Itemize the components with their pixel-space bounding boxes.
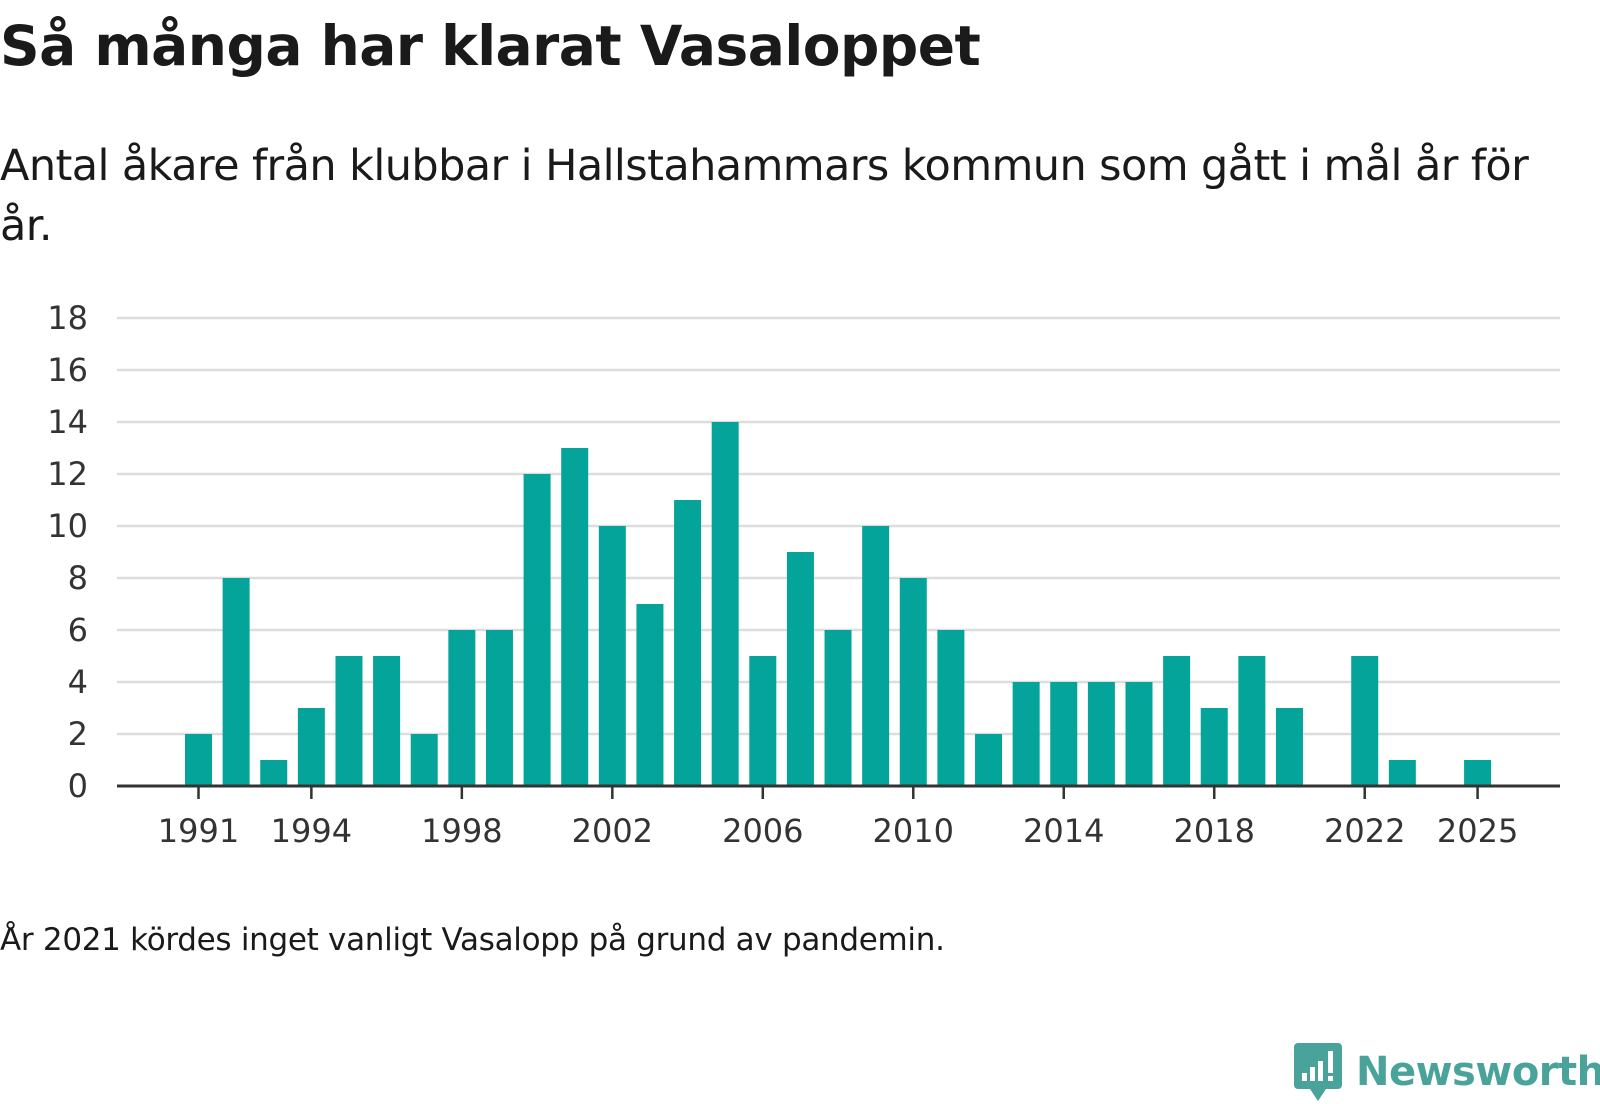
bar-2008 [824, 630, 852, 786]
bar-1992 [222, 578, 250, 786]
bar-2018 [1200, 708, 1228, 786]
bar-2010 [899, 578, 927, 786]
bar-2012 [975, 734, 1003, 786]
y-tick-label: 10 [47, 507, 88, 545]
x-tick-label: 2006 [722, 812, 803, 850]
bar-1997 [410, 734, 438, 786]
y-tick-label: 16 [47, 351, 88, 389]
x-tick-label: 1991 [158, 812, 239, 850]
bars [185, 422, 1492, 786]
bar-2005 [711, 422, 739, 786]
bar-2022 [1351, 656, 1379, 786]
bar-2002 [598, 526, 626, 786]
bar-2003 [636, 604, 664, 786]
x-tick-label: 2014 [1023, 812, 1104, 850]
y-tick-label: 6 [68, 611, 88, 649]
bar-2020 [1275, 708, 1303, 786]
chart-subtitle: Antal åkare från klubbar i Hallstahammar… [0, 141, 1529, 251]
bar-2017 [1163, 656, 1191, 786]
bar-2006 [749, 656, 777, 786]
x-tick-label: 2002 [572, 812, 653, 850]
x-tick-label: 2010 [873, 812, 954, 850]
y-tick-label: 14 [47, 403, 88, 441]
newsworthy-logo-icon [1294, 1043, 1342, 1101]
y-tick-label: 4 [68, 663, 88, 701]
bar-2025 [1464, 760, 1492, 786]
bar-chart: 0 2 4 6 8 10 12 14 16 18 1991 1994 1998 2002 2006 2010… [47, 299, 1560, 850]
x-axis: 1991 1994 1998 2002 2006 2010 2014 2018 2022 2025 [117, 784, 1560, 850]
y-axis-labels: 0 2 4 6 8 10 12 14 16 18 [47, 299, 88, 805]
bar-2023 [1388, 760, 1416, 786]
bar-2004 [674, 500, 702, 786]
bar-2001 [561, 448, 589, 786]
newsworthy-logo-text: Newsworthy [1356, 1049, 1600, 1095]
x-tick-label: 2025 [1437, 812, 1518, 850]
newsworthy-logo: Newsworthy [1292, 1040, 1600, 1104]
bar-1995 [335, 656, 363, 786]
x-tick-label: 1998 [421, 812, 502, 850]
bar-2007 [786, 552, 814, 786]
y-tick-label: 0 [68, 767, 88, 805]
footnote: År 2021 kördes inget vanligt Vasalopp på… [0, 922, 945, 958]
bar-2009 [862, 526, 890, 786]
y-tick-label: 8 [68, 559, 88, 597]
y-tick-label: 2 [68, 715, 88, 753]
bar-2014 [1050, 682, 1078, 786]
chart-title: Så många har klarat Vasaloppet [0, 14, 981, 78]
bar-2011 [937, 630, 965, 786]
bar-2019 [1238, 656, 1266, 786]
y-tick-label: 12 [47, 455, 88, 493]
bar-1993 [260, 760, 288, 786]
x-tick-label: 2018 [1174, 812, 1255, 850]
bar-2013 [1012, 682, 1040, 786]
bar-1994 [297, 708, 325, 786]
bar-1991 [185, 734, 212, 786]
bar-2000 [523, 474, 551, 786]
bar-1999 [485, 630, 513, 786]
bar-1996 [373, 656, 401, 786]
y-tick-label: 18 [47, 299, 88, 337]
bar-1998 [448, 630, 476, 786]
bar-2015 [1087, 682, 1115, 786]
bar-2016 [1125, 682, 1153, 786]
x-tick-label: 1994 [271, 812, 352, 850]
x-tick-label: 2022 [1324, 812, 1405, 850]
